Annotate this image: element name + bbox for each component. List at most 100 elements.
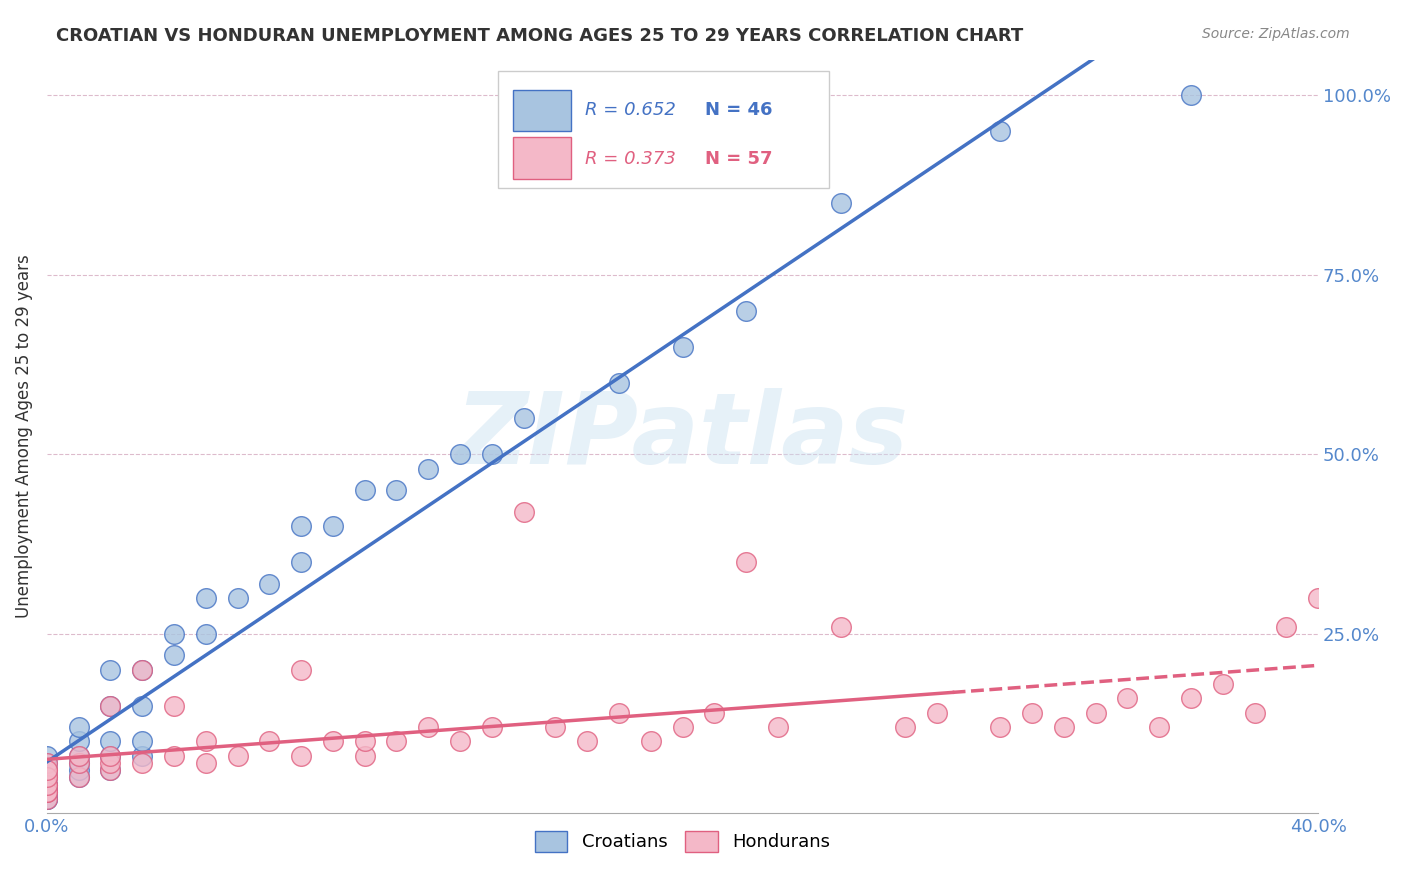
FancyBboxPatch shape: [513, 90, 571, 131]
Point: [290, 519, 312, 533]
Text: ZIPatlas: ZIPatlas: [456, 388, 910, 485]
Point: [100, 698, 122, 713]
Point: [131, 663, 153, 677]
Point: [131, 698, 153, 713]
FancyBboxPatch shape: [498, 70, 828, 187]
Point: [100, 763, 122, 777]
Point: [35, 778, 58, 792]
Point: [290, 555, 312, 569]
Point: [100, 748, 122, 763]
Point: [607, 376, 630, 390]
Point: [35, 778, 58, 792]
Point: [1084, 706, 1107, 720]
Point: [100, 734, 122, 748]
Point: [830, 619, 852, 633]
Point: [259, 734, 281, 748]
Point: [671, 340, 693, 354]
Point: [1180, 88, 1202, 103]
Point: [35, 748, 58, 763]
Point: [1147, 720, 1170, 734]
Point: [894, 720, 917, 734]
Point: [100, 748, 122, 763]
Point: [100, 763, 122, 777]
Point: [35, 756, 58, 770]
Point: [830, 196, 852, 211]
Point: [1053, 720, 1076, 734]
Point: [67, 756, 90, 770]
Point: [100, 663, 122, 677]
Point: [163, 648, 186, 663]
Point: [576, 734, 599, 748]
Point: [35, 785, 58, 799]
Point: [1212, 677, 1234, 691]
Point: [35, 792, 58, 806]
Point: [100, 756, 122, 770]
Point: [131, 663, 153, 677]
Point: [163, 748, 186, 763]
Point: [353, 748, 375, 763]
Point: [35, 778, 58, 792]
Point: [544, 720, 567, 734]
Point: [131, 748, 153, 763]
Text: R = 0.652: R = 0.652: [585, 101, 675, 120]
Point: [988, 124, 1011, 138]
Point: [131, 734, 153, 748]
Point: [67, 720, 90, 734]
Point: [671, 720, 693, 734]
Point: [100, 698, 122, 713]
Point: [322, 734, 344, 748]
Point: [353, 483, 375, 498]
Point: [353, 734, 375, 748]
Point: [512, 505, 534, 519]
Point: [35, 770, 58, 784]
Point: [35, 792, 58, 806]
Point: [385, 734, 408, 748]
Y-axis label: Unemployment Among Ages 25 to 29 years: Unemployment Among Ages 25 to 29 years: [15, 254, 32, 618]
FancyBboxPatch shape: [513, 137, 571, 178]
Point: [163, 698, 186, 713]
Point: [67, 734, 90, 748]
Legend: Croatians, Hondurans: Croatians, Hondurans: [522, 818, 844, 864]
Point: [35, 785, 58, 799]
Point: [1275, 619, 1298, 633]
Point: [67, 770, 90, 784]
Point: [607, 706, 630, 720]
Point: [35, 785, 58, 799]
Point: [67, 748, 90, 763]
Point: [703, 706, 725, 720]
Point: [35, 770, 58, 784]
Point: [194, 591, 217, 605]
Point: [67, 763, 90, 777]
Point: [385, 483, 408, 498]
Point: [481, 720, 503, 734]
Point: [259, 576, 281, 591]
Point: [35, 778, 58, 792]
Point: [226, 591, 249, 605]
Point: [131, 756, 153, 770]
Point: [35, 770, 58, 784]
Point: [449, 734, 471, 748]
Point: [512, 411, 534, 425]
Point: [35, 785, 58, 799]
Point: [163, 627, 186, 641]
Point: [1116, 691, 1139, 706]
Text: CROATIAN VS HONDURAN UNEMPLOYMENT AMONG AGES 25 TO 29 YEARS CORRELATION CHART: CROATIAN VS HONDURAN UNEMPLOYMENT AMONG …: [56, 27, 1024, 45]
Point: [418, 720, 440, 734]
Point: [35, 756, 58, 770]
Point: [925, 706, 948, 720]
Point: [67, 770, 90, 784]
Point: [194, 756, 217, 770]
Point: [194, 734, 217, 748]
Point: [35, 763, 58, 777]
Text: N = 46: N = 46: [706, 101, 773, 120]
Point: [322, 519, 344, 533]
Point: [735, 303, 758, 318]
Text: N = 57: N = 57: [706, 150, 773, 168]
Point: [481, 447, 503, 461]
Point: [194, 627, 217, 641]
Point: [418, 461, 440, 475]
Point: [35, 763, 58, 777]
Point: [226, 748, 249, 763]
Point: [1180, 691, 1202, 706]
Point: [290, 663, 312, 677]
